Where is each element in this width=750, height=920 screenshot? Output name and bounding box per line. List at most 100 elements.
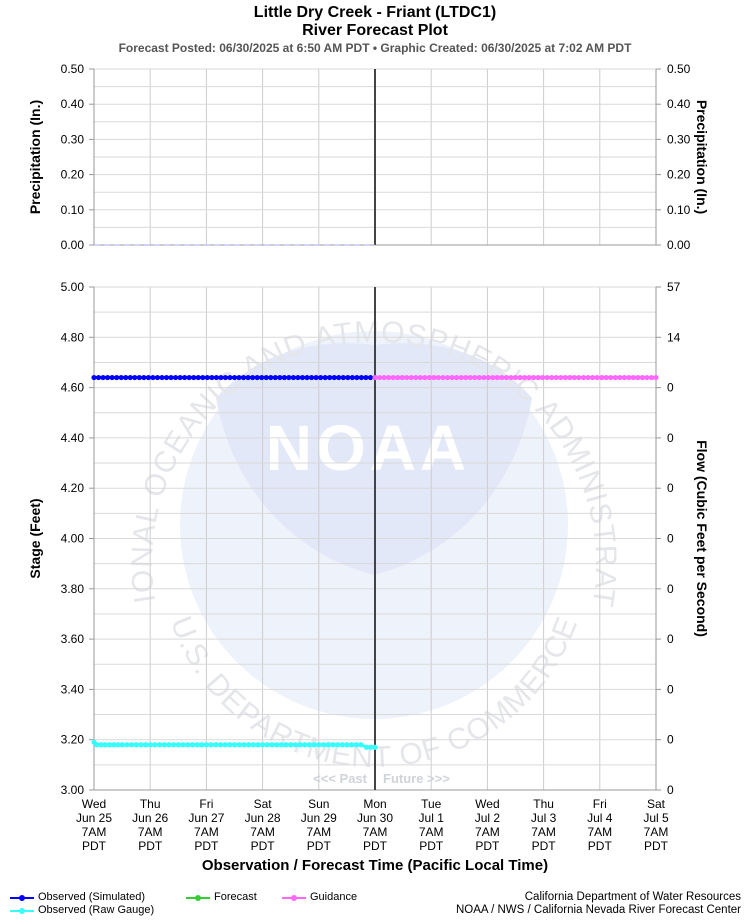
series-point-guidance [476, 374, 482, 381]
series-point-guidance [599, 374, 605, 381]
series-point-observed-raw-gauge [297, 742, 303, 748]
series-point-guidance [626, 374, 632, 381]
series-point-guidance [395, 374, 401, 381]
series-point-observed-simulated [104, 374, 111, 381]
series-point-observed-raw-gauge [180, 742, 186, 748]
x-tick-label: Fri Jul 4 7AM PDT [587, 797, 613, 853]
series-point-observed-raw-gauge [278, 742, 284, 748]
series-point-observed-raw-gauge [156, 742, 163, 748]
series-point-observed-simulated [254, 374, 260, 381]
series-point-observed-raw-gauge [213, 742, 219, 748]
series-point-observed-simulated [177, 374, 183, 381]
y-tick-label: 4.00 [61, 532, 85, 546]
series-point-observed-simulated [182, 374, 188, 381]
series-point-observed-simulated [268, 374, 274, 381]
x-axis-title: Observation / Forecast Time (Pacific Loc… [202, 857, 548, 874]
y-tick-label-right: 0 [667, 682, 674, 696]
stage-panel: 3.00 3.20 3.40 3.60 3.80 4.00 4.20 4.40 4.60 4.80… [27, 280, 710, 874]
series-point-observed-simulated [127, 374, 133, 381]
y-tick-label-right: 0 [667, 783, 674, 797]
x-tick-label: Wed Jul 2 7AM PDT [475, 797, 501, 853]
series-point-guidance [517, 374, 523, 381]
x-tick-label: Tue Jul 1 7AM PDT [419, 797, 445, 853]
series-point-observed-raw-gauge [111, 742, 117, 748]
series-point-observed-simulated [168, 374, 174, 381]
series-point-guidance [535, 374, 541, 381]
series-point-observed-raw-gauge [171, 742, 177, 748]
series-point-observed-raw-gauge [363, 744, 370, 750]
series-point-observed-simulated [191, 374, 197, 381]
series-point-guidance [385, 374, 392, 381]
series-point-observed-raw-gauge [348, 742, 355, 748]
series-point-guidance [472, 374, 478, 381]
series-point-guidance [558, 374, 564, 381]
series-point-observed-simulated [200, 374, 206, 381]
series-point-observed-raw-gauge [222, 742, 228, 748]
series-point-guidance [408, 374, 414, 381]
series-point-observed-raw-gauge [344, 742, 350, 748]
series-point-observed-raw-gauge [339, 742, 345, 748]
series-point-guidance [580, 374, 587, 381]
series-point-observed-raw-gauge [128, 742, 135, 748]
series-point-observed-simulated [222, 374, 229, 381]
series-point-observed-simulated [272, 374, 278, 381]
legend-observed-simulated: Observed (Simulated) [10, 891, 145, 904]
river-forecast-plot: NOAA NATIONAL OCEANIC AND ATMOSPHERIC AD… [0, 0, 710, 874]
series-point-observed-raw-gauge [372, 744, 378, 750]
posted-text: Forecast Posted: 06/30/2025 at 6:50 AM P… [118, 41, 632, 55]
series-point-observed-raw-gauge [306, 742, 313, 748]
series-point-observed-raw-gauge [292, 742, 298, 748]
series-point-observed-simulated [336, 374, 342, 381]
series-point-guidance [608, 374, 614, 381]
series-point-guidance [621, 374, 627, 381]
x-tick-label: Sun Jun 29 7AM PDT [301, 797, 337, 853]
series-point-guidance [544, 374, 550, 381]
series-point-observed-raw-gauge [368, 744, 374, 750]
y-tick-label-right: 14 [667, 330, 681, 344]
series-point-guidance [567, 374, 573, 381]
series-point-guidance [648, 374, 655, 381]
series-point-observed-raw-gauge [227, 742, 233, 748]
series-point-observed-simulated [91, 374, 97, 381]
legend: Observed (Simulated) Observed (Raw Gauge… [10, 890, 450, 920]
series-point-guidance [404, 374, 410, 381]
series-point-observed-raw-gauge [264, 742, 270, 748]
precipitation-panel: 0.00 0.10 0.20 0.30 0.40 0.50 0.00 0.10 0.20 0.30… [27, 62, 710, 252]
series-point-observed-simulated [100, 374, 106, 381]
series-point-guidance [413, 374, 419, 381]
y-tick-label-right: 0.40 [667, 97, 691, 111]
series-point-observed-raw-gauge [147, 742, 153, 748]
series-point-observed-simulated [118, 374, 124, 381]
series-point-observed-raw-gauge [166, 742, 172, 748]
series-point-guidance [399, 374, 405, 381]
series-point-observed-raw-gauge [98, 742, 104, 748]
series-point-observed-simulated [240, 374, 247, 381]
series-point-guidance [453, 374, 460, 381]
series-point-guidance [653, 374, 659, 381]
series-point-observed-raw-gauge [236, 742, 242, 748]
y-tick-label-right: 0.10 [667, 203, 691, 217]
y-tick-label-right: 0 [667, 582, 674, 596]
legend-guidance-label: Guidance [310, 891, 358, 903]
series-point-observed-simulated [358, 374, 365, 381]
series-point-observed-simulated [245, 374, 251, 381]
series-point-observed-simulated [304, 374, 310, 381]
series-point-observed-simulated [218, 374, 224, 381]
series-point-observed-simulated [231, 374, 238, 381]
series-point-observed-raw-gauge [199, 742, 205, 748]
series-point-observed-simulated [163, 374, 170, 381]
y-tick-label-right: 0 [667, 632, 674, 646]
series-point-observed-raw-gauge [189, 742, 195, 748]
x-tick-label: Fri Jun 27 7AM PDT [188, 797, 224, 853]
series-point-guidance [553, 374, 559, 381]
legend-guidance-swatch [282, 894, 306, 901]
y-tick-label: 3.40 [61, 682, 85, 696]
series-point-guidance [617, 374, 623, 381]
series-point-observed-simulated [313, 374, 319, 381]
series-point-observed-raw-gauge [311, 742, 317, 748]
x-tick-label: Sat Jun 28 7AM PDT [245, 797, 281, 853]
series-point-guidance [381, 374, 387, 381]
legend-forecast-label: Forecast [214, 891, 257, 903]
series-point-observed-raw-gauge [231, 742, 238, 748]
series-point-guidance [490, 374, 496, 381]
